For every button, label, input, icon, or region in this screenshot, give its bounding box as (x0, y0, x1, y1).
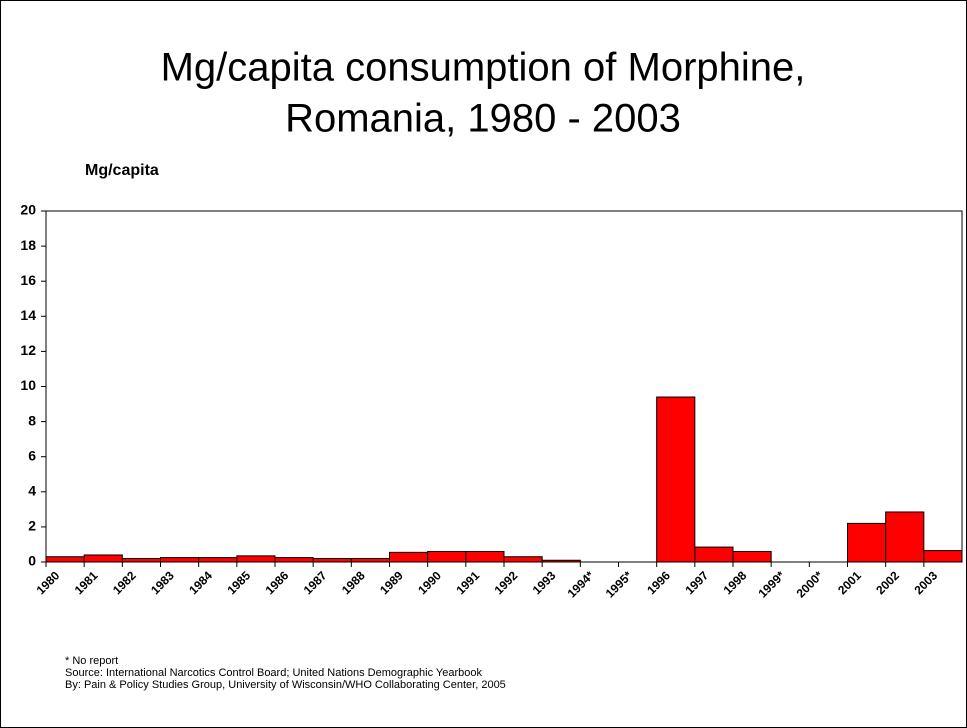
bar (83, 554, 123, 563)
y-tick-label: 0 (28, 553, 36, 569)
bar (236, 555, 276, 563)
y-axis-label: Mg/capita (85, 162, 159, 179)
footnote: Source: International Narcotics Control … (65, 667, 483, 679)
bar (312, 557, 352, 563)
bar (121, 557, 162, 563)
bar (541, 559, 581, 563)
y-tick-label: 10 (20, 377, 36, 393)
y-tick-label: 16 (20, 272, 36, 288)
bar (160, 557, 200, 563)
bar (503, 556, 543, 563)
bar (465, 550, 505, 563)
chart-title: Romania, 1980 - 2003 (285, 97, 681, 141)
y-tick-label: 4 (28, 483, 36, 499)
chart-title: Mg/capita consumption of Morphine, (161, 46, 806, 90)
y-tick-label: 14 (20, 307, 36, 323)
bar (198, 557, 238, 563)
bar (427, 550, 467, 563)
bar (732, 550, 772, 563)
bar (656, 396, 696, 563)
footnote: * No report (65, 655, 118, 667)
bar (45, 556, 85, 563)
y-tick-label: 20 (20, 202, 36, 218)
footnote: By: Pain & Policy Studies Group, Univers… (65, 679, 506, 691)
bar (923, 550, 963, 563)
y-tick-label: 8 (28, 412, 36, 428)
y-tick-label: 6 (28, 447, 36, 463)
bar (389, 551, 429, 563)
y-tick-label: 12 (20, 342, 36, 358)
bar (274, 557, 314, 563)
bar (885, 511, 925, 563)
y-tick-label: 2 (28, 518, 36, 534)
bar (350, 557, 391, 563)
bar (694, 546, 734, 563)
y-tick-label: 18 (20, 237, 36, 253)
bar (847, 522, 887, 563)
